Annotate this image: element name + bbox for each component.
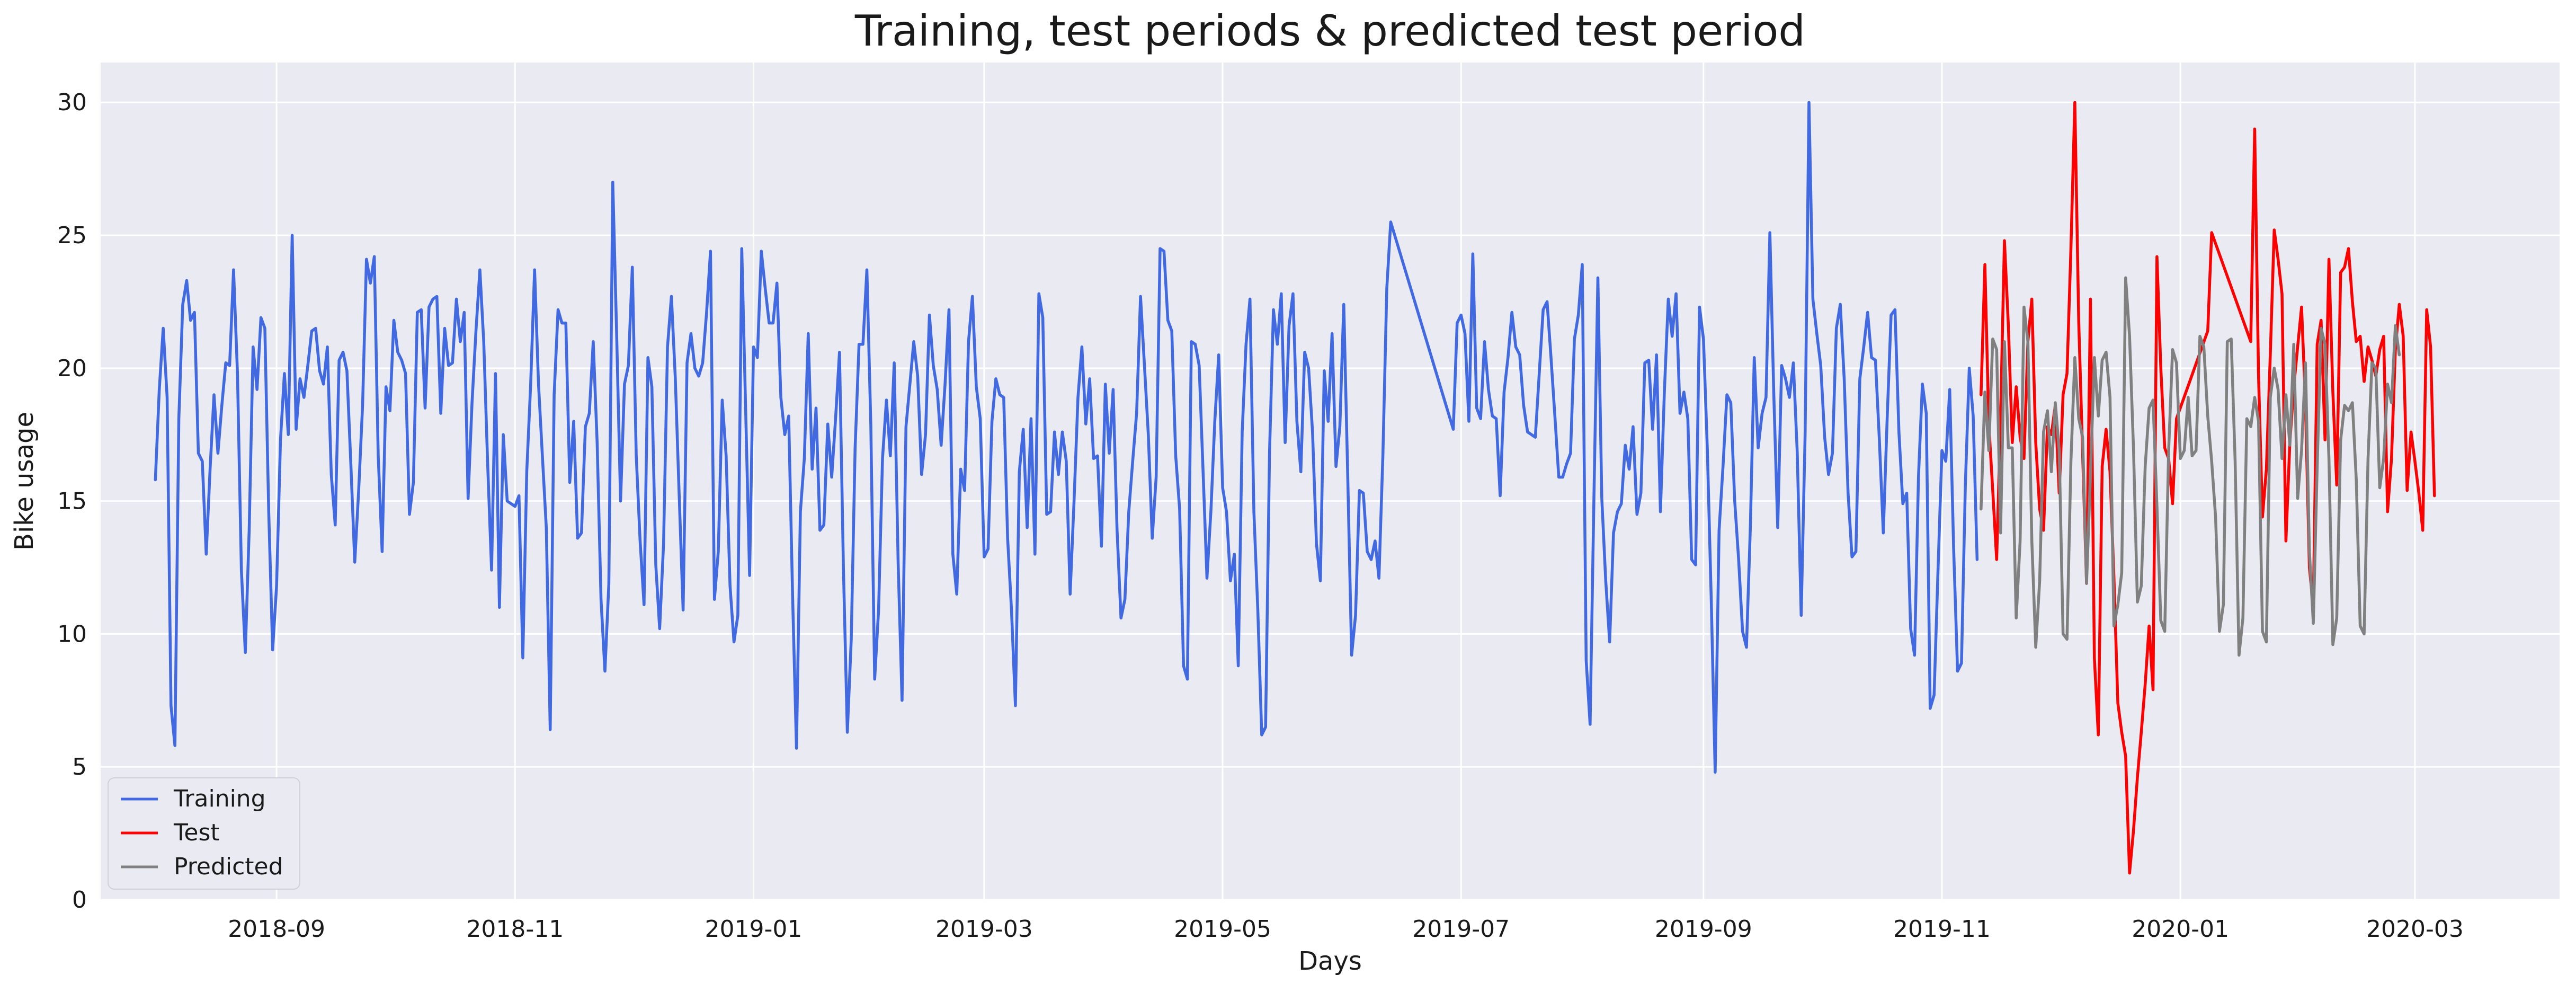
y-tick-label: 10	[57, 620, 87, 648]
x-tick-label: 2020-03	[2366, 916, 2464, 943]
x-tick-label: 2020-01	[2132, 916, 2229, 943]
legend-box	[108, 777, 300, 890]
y-tick-label: 15	[57, 488, 87, 515]
y-tick-label: 25	[57, 222, 87, 249]
series-line-predicted	[1980, 276, 2401, 657]
legend-label-predicted: Predicted	[174, 853, 283, 880]
legend: Training Test Predicted	[108, 777, 300, 890]
x-tick-label: 2019-09	[1655, 916, 1752, 943]
series-layer	[154, 101, 2436, 875]
x-tick-label: 2019-01	[705, 916, 803, 943]
y-tick-label: 0	[72, 886, 87, 914]
legend-label-test: Test	[173, 819, 220, 846]
x-tick-label: 2019-05	[1174, 916, 1271, 943]
chart-title: Training, test periods & predicted test …	[854, 6, 1805, 56]
x-tick-labels: 2018-09 2018-11 2019-01 2019-03 2019-05 2019-…	[228, 916, 2464, 943]
y-axis-label: Bike usage	[10, 412, 39, 551]
x-axis-label: Days	[1298, 946, 1362, 976]
y-tick-label: 20	[57, 355, 87, 382]
x-tick-label: 2019-03	[935, 916, 1033, 943]
x-tick-label: 2019-11	[1893, 916, 1991, 943]
x-tick-label: 2019-07	[1412, 916, 1510, 943]
legend-label-training: Training	[173, 785, 266, 812]
series-line-training	[154, 101, 1979, 774]
x-tick-label: 2018-09	[228, 916, 325, 943]
x-tick-label: 2018-11	[466, 916, 564, 943]
y-tick-label: 5	[72, 753, 87, 781]
plot-area	[101, 63, 2560, 900]
y-tick-labels: 0 5 10 15 20 25 30	[57, 89, 87, 914]
series-line-test	[1980, 101, 2436, 875]
y-tick-label: 30	[57, 89, 87, 116]
